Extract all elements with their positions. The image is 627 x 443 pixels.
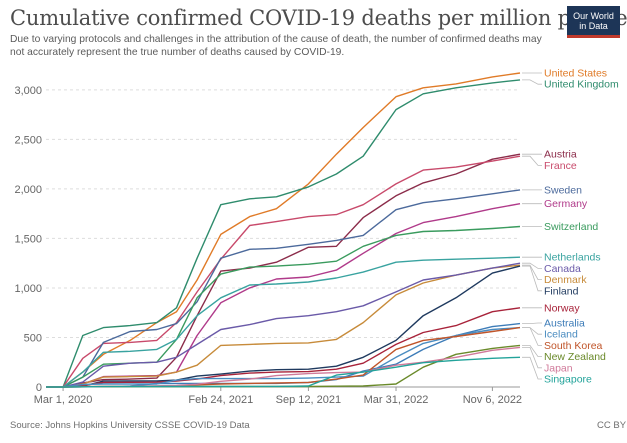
legend-label: Canada (544, 263, 581, 275)
series-line (46, 79, 521, 388)
legend-label: Switzerland (544, 221, 598, 233)
legend-label: Netherlands (544, 252, 601, 264)
legend-label: Australia (544, 318, 585, 330)
y-axis: 0 500 1,000 1,500 2,000 2,500 3,000 (14, 85, 42, 394)
x-tick-label: Feb 24, 2021 (188, 394, 253, 406)
y-tick-label: 0 (36, 382, 42, 394)
logo-line-2: in Data (579, 21, 608, 31)
series-line (46, 225, 521, 388)
series-lines (46, 72, 521, 388)
y-tick-label: 3,000 (14, 85, 42, 97)
legend-connector (522, 356, 542, 380)
x-axis: Mar 1, 2020 Feb 24, 2021 Sep 12, 2021 Mar 3… (34, 387, 522, 406)
legend-connector (522, 346, 542, 369)
legend-connector (522, 322, 542, 325)
series-line (46, 189, 521, 388)
series-line (46, 72, 521, 388)
owid-logo[interactable]: Our World in Data (567, 6, 620, 38)
legend-connector (522, 262, 542, 269)
legend-label: South Korea (544, 340, 603, 352)
series-line (46, 265, 521, 388)
x-tick-label: Mar 31, 2022 (364, 394, 429, 406)
legend-label: Denmark (544, 274, 587, 286)
legend-connector (522, 155, 542, 166)
y-tick-label: 1,000 (14, 283, 42, 295)
legend-connector (522, 327, 542, 335)
logo-line-1: Our World (573, 11, 614, 21)
legend-label: Iceland (544, 329, 578, 341)
x-tick-label: Nov 6, 2022 (463, 394, 522, 406)
legend-label: United States (544, 67, 607, 79)
legend-label: Austria (544, 149, 577, 161)
legend-label: United Kingdom (544, 79, 619, 91)
chart-subtitle: Due to varying protocols and challenges … (10, 34, 542, 58)
x-tick-label: Mar 1, 2020 (34, 394, 93, 406)
source-note[interactable]: Source: Johns Hopkins University CSSE CO… (10, 420, 250, 431)
legend-label: Japan (544, 362, 573, 374)
legend-label: New Zealand (544, 351, 606, 363)
legend-connector (522, 344, 542, 358)
legend-connector (522, 265, 542, 292)
legend-connector (522, 79, 542, 85)
grid-lines (46, 89, 520, 388)
license-link[interactable]: CC BY (597, 420, 627, 431)
legend-label: France (544, 160, 577, 172)
series-line (46, 262, 521, 388)
legend-label: Germany (544, 198, 588, 210)
series-line (46, 356, 521, 388)
y-tick-label: 2,500 (14, 134, 42, 146)
y-tick-label: 500 (24, 332, 42, 344)
series-line (46, 256, 521, 388)
y-tick-label: 2,000 (14, 184, 42, 196)
legend-label: Sweden (544, 184, 582, 196)
x-tick-label: Sep 12, 2021 (276, 394, 341, 406)
y-tick-label: 1,500 (14, 233, 42, 245)
chart-title: Cumulative confirmed COVID-19 deaths per… (10, 6, 627, 30)
legend-label: Finland (544, 285, 579, 297)
series-line (46, 153, 521, 388)
series-line (46, 307, 521, 388)
legend-connector (522, 327, 542, 346)
legend-label: Singapore (544, 374, 592, 386)
legend-connector (522, 264, 542, 281)
series-line (46, 264, 521, 388)
legend-label: Norway (544, 302, 580, 314)
